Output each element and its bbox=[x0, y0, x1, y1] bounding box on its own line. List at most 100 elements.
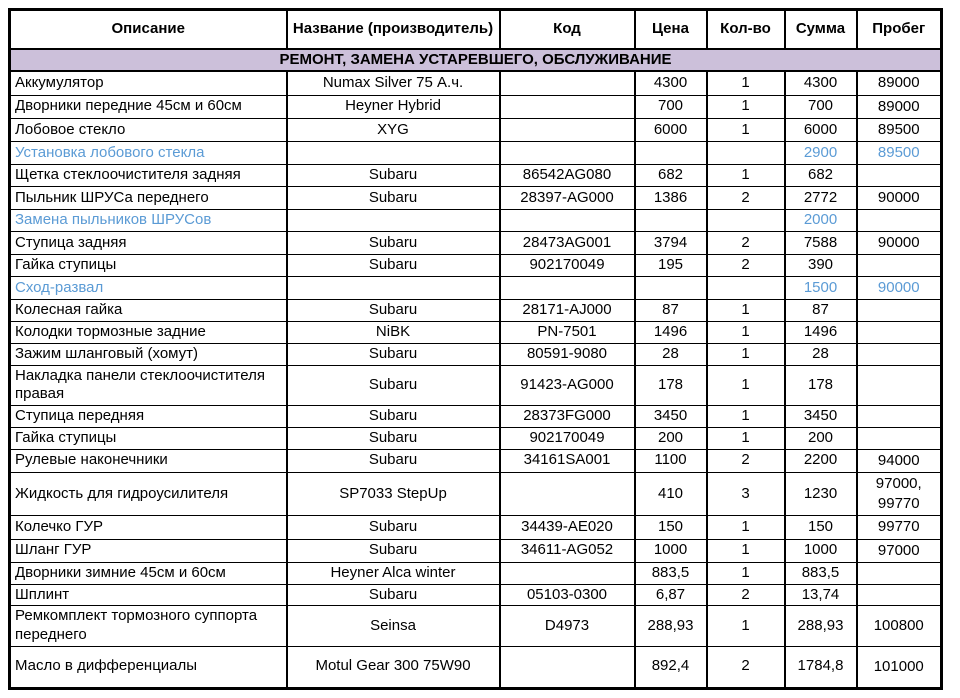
table-body: Аккумулятор Numax Silver 75 А.ч. 4300 1 4300… bbox=[8, 70, 943, 689]
cell-qty bbox=[705, 209, 786, 232]
table-row: Накладка панели стеклоочистителя правая S… bbox=[8, 364, 943, 406]
cell-sum: 150 bbox=[783, 515, 858, 540]
cell-mileage: 90000 bbox=[855, 230, 943, 256]
cell-mileage: 97000 bbox=[855, 538, 943, 563]
cell-sum: 2200 bbox=[783, 448, 858, 473]
cell-price: 4300 bbox=[633, 70, 708, 96]
cell-mileage bbox=[855, 583, 943, 607]
table-row: Ступица передняя Subaru 28373FG000 3450 1 345… bbox=[8, 405, 943, 428]
cell-desc: Установка лобового стекла bbox=[8, 140, 288, 166]
cell-desc: Гайка ступицы bbox=[8, 254, 288, 277]
cell-qty: 2 bbox=[705, 448, 786, 473]
cell-qty: 1 bbox=[705, 515, 786, 540]
cell-price: 410 bbox=[633, 471, 708, 517]
cell-code: 902170049 bbox=[498, 254, 636, 277]
cell-qty: 1 bbox=[705, 364, 786, 406]
cell-mileage: 101000 bbox=[855, 645, 943, 689]
cell-code: 34611-AG052 bbox=[498, 538, 636, 563]
cell-desc: Щетка стеклоочистителя задняя bbox=[8, 164, 288, 187]
cell-name: Heyner Alca winter bbox=[285, 561, 501, 585]
table-row: Шланг ГУР Subaru 34611-AG052 1000 1 1000 97000 bbox=[8, 538, 943, 563]
cell-sum: 288,93 bbox=[783, 605, 858, 647]
cell-price: 1386 bbox=[633, 185, 708, 211]
cell-code bbox=[498, 471, 636, 517]
cell-code: 05103-0300 bbox=[498, 583, 636, 607]
cell-sum: 2000 bbox=[783, 209, 858, 232]
cell-sum: 1000 bbox=[783, 538, 858, 563]
table-row: Рулевые наконечники Subaru 34161SA001 1100 2… bbox=[8, 448, 943, 473]
cell-name: Subaru bbox=[285, 448, 501, 473]
cell-qty: 3 bbox=[705, 471, 786, 517]
cell-price: 1496 bbox=[633, 321, 708, 344]
cell-mileage: 89500 bbox=[855, 140, 943, 166]
table-row: Дворники передние 45см и 60см Heyner Hybr… bbox=[8, 94, 943, 119]
cell-qty: 2 bbox=[705, 185, 786, 211]
cell-name: Subaru bbox=[285, 299, 501, 322]
column-header-name-manufacturer: Название (производитель) bbox=[285, 9, 501, 50]
cell-price: 150 bbox=[633, 515, 708, 540]
cell-name: Subaru bbox=[285, 364, 501, 406]
cell-qty: 1 bbox=[705, 321, 786, 344]
column-header-price: Цена bbox=[633, 9, 708, 50]
cell-mileage bbox=[855, 426, 943, 450]
cell-desc: Дворники передние 45см и 60см bbox=[8, 94, 288, 119]
cell-qty: 2 bbox=[705, 254, 786, 277]
cell-desc: Колодки тормозные задние bbox=[8, 321, 288, 344]
table-row: Ремкомплект тормозного суппорта переднег… bbox=[8, 605, 943, 647]
cell-name bbox=[285, 275, 501, 301]
cell-mileage: 99770 bbox=[855, 515, 943, 540]
table-row: Пыльник ШРУСа переднего Subaru 28397-AG000… bbox=[8, 185, 943, 211]
cell-sum: 3450 bbox=[783, 405, 858, 428]
cell-qty: 1 bbox=[705, 405, 786, 428]
table-row: Дворники зимние 45см и 60см Heyner Alca w… bbox=[8, 561, 943, 585]
cell-name: Subaru bbox=[285, 254, 501, 277]
cell-desc: Шплинт bbox=[8, 583, 288, 607]
cell-code bbox=[498, 209, 636, 232]
cell-desc: Ремкомплект тормозного суппорта переднег… bbox=[8, 605, 288, 647]
cell-sum: 2900 bbox=[783, 140, 858, 166]
cell-price: 682 bbox=[633, 164, 708, 187]
cell-name: Subaru bbox=[285, 426, 501, 450]
cell-code bbox=[498, 117, 636, 143]
cell-price: 28 bbox=[633, 342, 708, 366]
cell-mileage: 90000 bbox=[855, 275, 943, 301]
cell-desc: Жидкость для гидроусилителя bbox=[8, 471, 288, 517]
table-header: Описание Название (производитель) Код Це… bbox=[8, 9, 943, 73]
cell-qty: 1 bbox=[705, 342, 786, 366]
table-row: Гайка ступицы Subaru 902170049 200 1 200 bbox=[8, 426, 943, 450]
table-row: Зажим шланговый (хомут) Subaru 80591-9080 2… bbox=[8, 342, 943, 366]
cell-code: 28473AG001 bbox=[498, 230, 636, 256]
table-row: Масло в дифференциалы Motul Gear 300 75W9… bbox=[8, 645, 943, 689]
cell-mileage: 89500 bbox=[855, 117, 943, 143]
cell-desc: Рулевые наконечники bbox=[8, 448, 288, 473]
repair-parts-table: Описание Название (производитель) Код Це… bbox=[8, 8, 943, 690]
column-header-mileage: Пробег bbox=[855, 9, 943, 50]
column-header-description: Описание bbox=[8, 9, 288, 50]
section-band-row: РЕМОНТ, ЗАМЕНА УСТАРЕВШЕГО, ОБСЛУЖИВАНИЕ bbox=[8, 47, 943, 73]
cell-qty: 2 bbox=[705, 645, 786, 689]
cell-code: 28171-AJ000 bbox=[498, 299, 636, 322]
cell-code: 86542AG080 bbox=[498, 164, 636, 187]
table-row: Установка лобового стекла 2900 89500 bbox=[8, 140, 943, 166]
cell-desc: Шланг ГУР bbox=[8, 538, 288, 563]
cell-desc: Пыльник ШРУСа переднего bbox=[8, 185, 288, 211]
cell-desc: Ступица задняя bbox=[8, 230, 288, 256]
cell-desc: Зажим шланговый (хомут) bbox=[8, 342, 288, 366]
cell-qty: 1 bbox=[705, 117, 786, 143]
cell-name: Subaru bbox=[285, 164, 501, 187]
cell-name: Subaru bbox=[285, 230, 501, 256]
cell-name: Subaru bbox=[285, 405, 501, 428]
cell-price bbox=[633, 209, 708, 232]
cell-mileage: 90000 bbox=[855, 185, 943, 211]
cell-desc: Сход-развал bbox=[8, 275, 288, 301]
cell-code bbox=[498, 645, 636, 689]
table-row: Колесная гайка Subaru 28171-AJ000 87 1 87 bbox=[8, 299, 943, 322]
cell-qty: 1 bbox=[705, 561, 786, 585]
cell-code bbox=[498, 94, 636, 119]
cell-qty: 1 bbox=[705, 70, 786, 96]
cell-price bbox=[633, 275, 708, 301]
cell-name: Seinsa bbox=[285, 605, 501, 647]
cell-name: Numax Silver 75 А.ч. bbox=[285, 70, 501, 96]
cell-code bbox=[498, 275, 636, 301]
